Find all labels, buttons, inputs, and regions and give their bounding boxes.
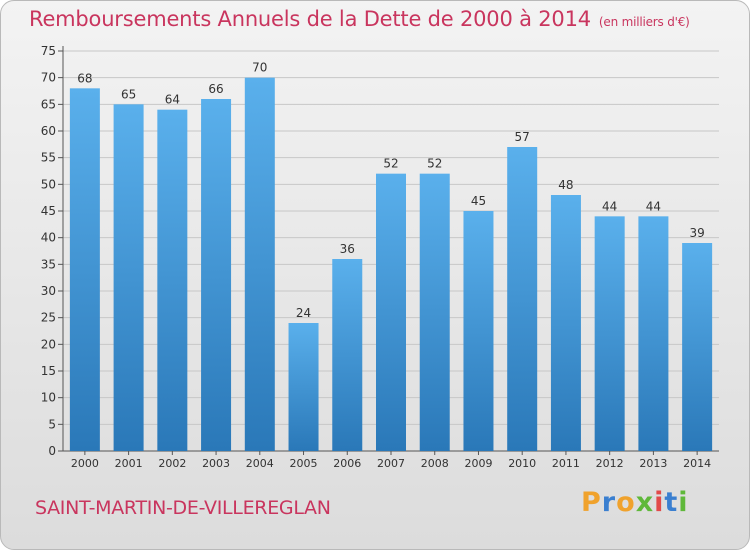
logo-letter: t [664,487,679,518]
bar [550,195,581,451]
x-tick-label: 2012 [596,457,624,470]
bar [594,216,625,451]
bar [507,147,538,451]
bar [288,323,319,451]
y-tick-label: 40 [41,231,56,245]
data-label: 52 [383,157,398,171]
data-label: 24 [296,306,311,320]
bar [376,173,406,451]
bar [113,104,144,451]
data-label: 44 [646,199,661,213]
x-tick-label: 2007 [377,457,405,470]
x-tick-label: 2009 [464,457,492,470]
y-tick-label: 25 [41,311,56,325]
data-label: 65 [121,87,136,101]
y-tick-label: 30 [41,284,56,298]
chart-title-text: Remboursements Annuels de la Dette de 20… [29,7,591,31]
bar [244,77,275,452]
x-tick-label: 2011 [552,457,580,470]
y-tick-label: 10 [41,391,56,405]
data-label: 66 [208,82,223,96]
proxiti-logo: Proxiti [581,487,689,518]
x-tick-label: 2013 [639,457,667,470]
data-label: 44 [602,199,617,213]
logo-letter: i [654,487,665,518]
commune-name: SAINT-MARTIN-DE-VILLEREGLAN [35,497,331,519]
bar [69,88,100,451]
x-tick-label: 2005 [290,457,318,470]
x-tick-label: 2001 [115,457,143,470]
bar [157,109,188,452]
data-label: 64 [165,93,180,107]
logo-letter: P [581,487,602,518]
y-tick-label: 50 [41,177,56,191]
tick-labels: 0 5 10 15 20 25 30 35 40 45 50 55 60 65 70 75 2000 2001 20… [41,44,711,470]
data-label: 48 [558,178,573,192]
chart-unit: (en milliers d'€) [598,15,690,29]
bar [332,259,363,451]
data-label: 57 [515,130,530,144]
data-label: 70 [252,61,267,75]
y-tick-label: 45 [41,204,56,218]
data-label: 45 [471,194,486,208]
data-labels: 68 65 64 66 70 24 36 52 52 45 57 48 44 44 39 [77,61,705,320]
y-tick-label: 55 [41,151,56,165]
y-tick-label: 0 [48,444,56,458]
logo-letter: i [678,487,689,518]
bar [682,243,713,451]
bar [201,99,232,451]
x-tick-label: 2008 [421,457,449,470]
y-tick-label: 75 [41,44,56,58]
bars [69,77,713,452]
data-label: 68 [77,71,92,85]
x-tick-label: 2003 [202,457,230,470]
logo-letter: x [635,487,655,518]
bar [463,211,494,451]
y-tick-label: 70 [41,71,56,85]
x-tick-label: 2004 [246,457,274,470]
x-tick-label: 2014 [683,457,711,470]
logo-letter: o [616,487,636,518]
y-tick-label: 5 [48,417,56,431]
x-tick-label: 2002 [158,457,186,470]
x-tick-label: 2010 [508,457,536,470]
data-label: 52 [427,157,442,171]
bar [638,216,669,451]
data-label: 39 [689,226,704,240]
y-tick-label: 60 [41,124,56,138]
data-label: 36 [340,242,355,256]
x-tick-label: 2006 [333,457,361,470]
x-tick-label: 2000 [71,457,99,470]
y-tick-label: 35 [41,257,56,271]
bar [419,173,450,451]
chart-title: Remboursements Annuels de la Dette de 20… [29,7,690,31]
y-tick-label: 15 [41,364,56,378]
y-tick-label: 65 [41,97,56,111]
y-tick-label: 20 [41,337,56,351]
logo-letter: r [601,487,617,518]
